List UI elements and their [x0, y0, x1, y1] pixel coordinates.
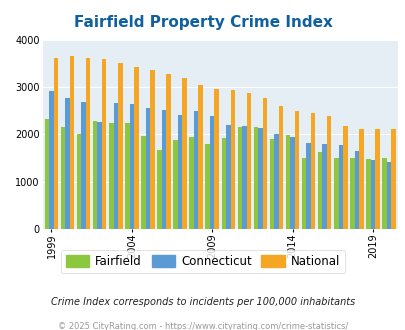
Bar [290, 137, 294, 229]
Bar [278, 106, 283, 229]
Bar [189, 137, 194, 229]
Bar [221, 138, 226, 229]
Bar [182, 78, 186, 229]
Bar [306, 143, 310, 229]
Bar [166, 74, 171, 229]
Bar [194, 111, 198, 229]
Bar [150, 70, 154, 229]
Bar [390, 129, 395, 229]
Bar [93, 121, 97, 229]
Bar [310, 113, 315, 229]
Bar [86, 58, 90, 229]
Bar [118, 63, 122, 229]
Bar [342, 126, 347, 229]
Bar [294, 111, 298, 229]
Bar [354, 151, 358, 229]
Bar [358, 129, 363, 229]
Text: Crime Index corresponds to incidents per 100,000 inhabitants: Crime Index corresponds to incidents per… [51, 297, 354, 307]
Bar [246, 93, 251, 229]
Bar [102, 59, 106, 229]
Bar [214, 89, 218, 229]
Bar [65, 98, 70, 229]
Bar [177, 115, 182, 229]
Bar [326, 116, 330, 229]
Bar [45, 119, 49, 229]
Bar [134, 67, 138, 229]
Bar [53, 58, 58, 229]
Bar [61, 127, 65, 229]
Bar [230, 90, 234, 229]
Bar [370, 160, 374, 229]
Bar [77, 134, 81, 229]
Bar [258, 128, 262, 229]
Bar [338, 146, 342, 229]
Bar [365, 159, 370, 229]
Bar [81, 102, 86, 229]
Bar [382, 158, 386, 229]
Bar [161, 110, 166, 229]
Bar [70, 56, 74, 229]
Bar [129, 104, 134, 229]
Text: Fairfield Property Crime Index: Fairfield Property Crime Index [73, 15, 332, 30]
Bar [209, 116, 214, 229]
Bar [157, 150, 161, 229]
Bar [145, 108, 150, 229]
Bar [125, 123, 129, 229]
Bar [253, 127, 258, 229]
Bar [198, 85, 202, 229]
Bar [49, 91, 53, 229]
Bar [322, 144, 326, 229]
Bar [333, 158, 338, 229]
Bar [237, 127, 241, 229]
Bar [301, 158, 306, 229]
Bar [226, 124, 230, 229]
Bar [205, 144, 209, 229]
Bar [349, 158, 354, 229]
Bar [241, 126, 246, 229]
Bar [285, 135, 290, 229]
Bar [386, 162, 390, 229]
Bar [173, 140, 177, 229]
Bar [97, 122, 102, 229]
Bar [113, 103, 118, 229]
Legend: Fairfield, Connecticut, National: Fairfield, Connecticut, National [61, 250, 344, 273]
Bar [374, 129, 379, 229]
Text: © 2025 CityRating.com - https://www.cityrating.com/crime-statistics/: © 2025 CityRating.com - https://www.city… [58, 322, 347, 330]
Bar [274, 135, 278, 229]
Bar [141, 136, 145, 229]
Bar [109, 123, 113, 229]
Bar [317, 151, 322, 229]
Bar [269, 139, 274, 229]
Bar [262, 98, 266, 229]
